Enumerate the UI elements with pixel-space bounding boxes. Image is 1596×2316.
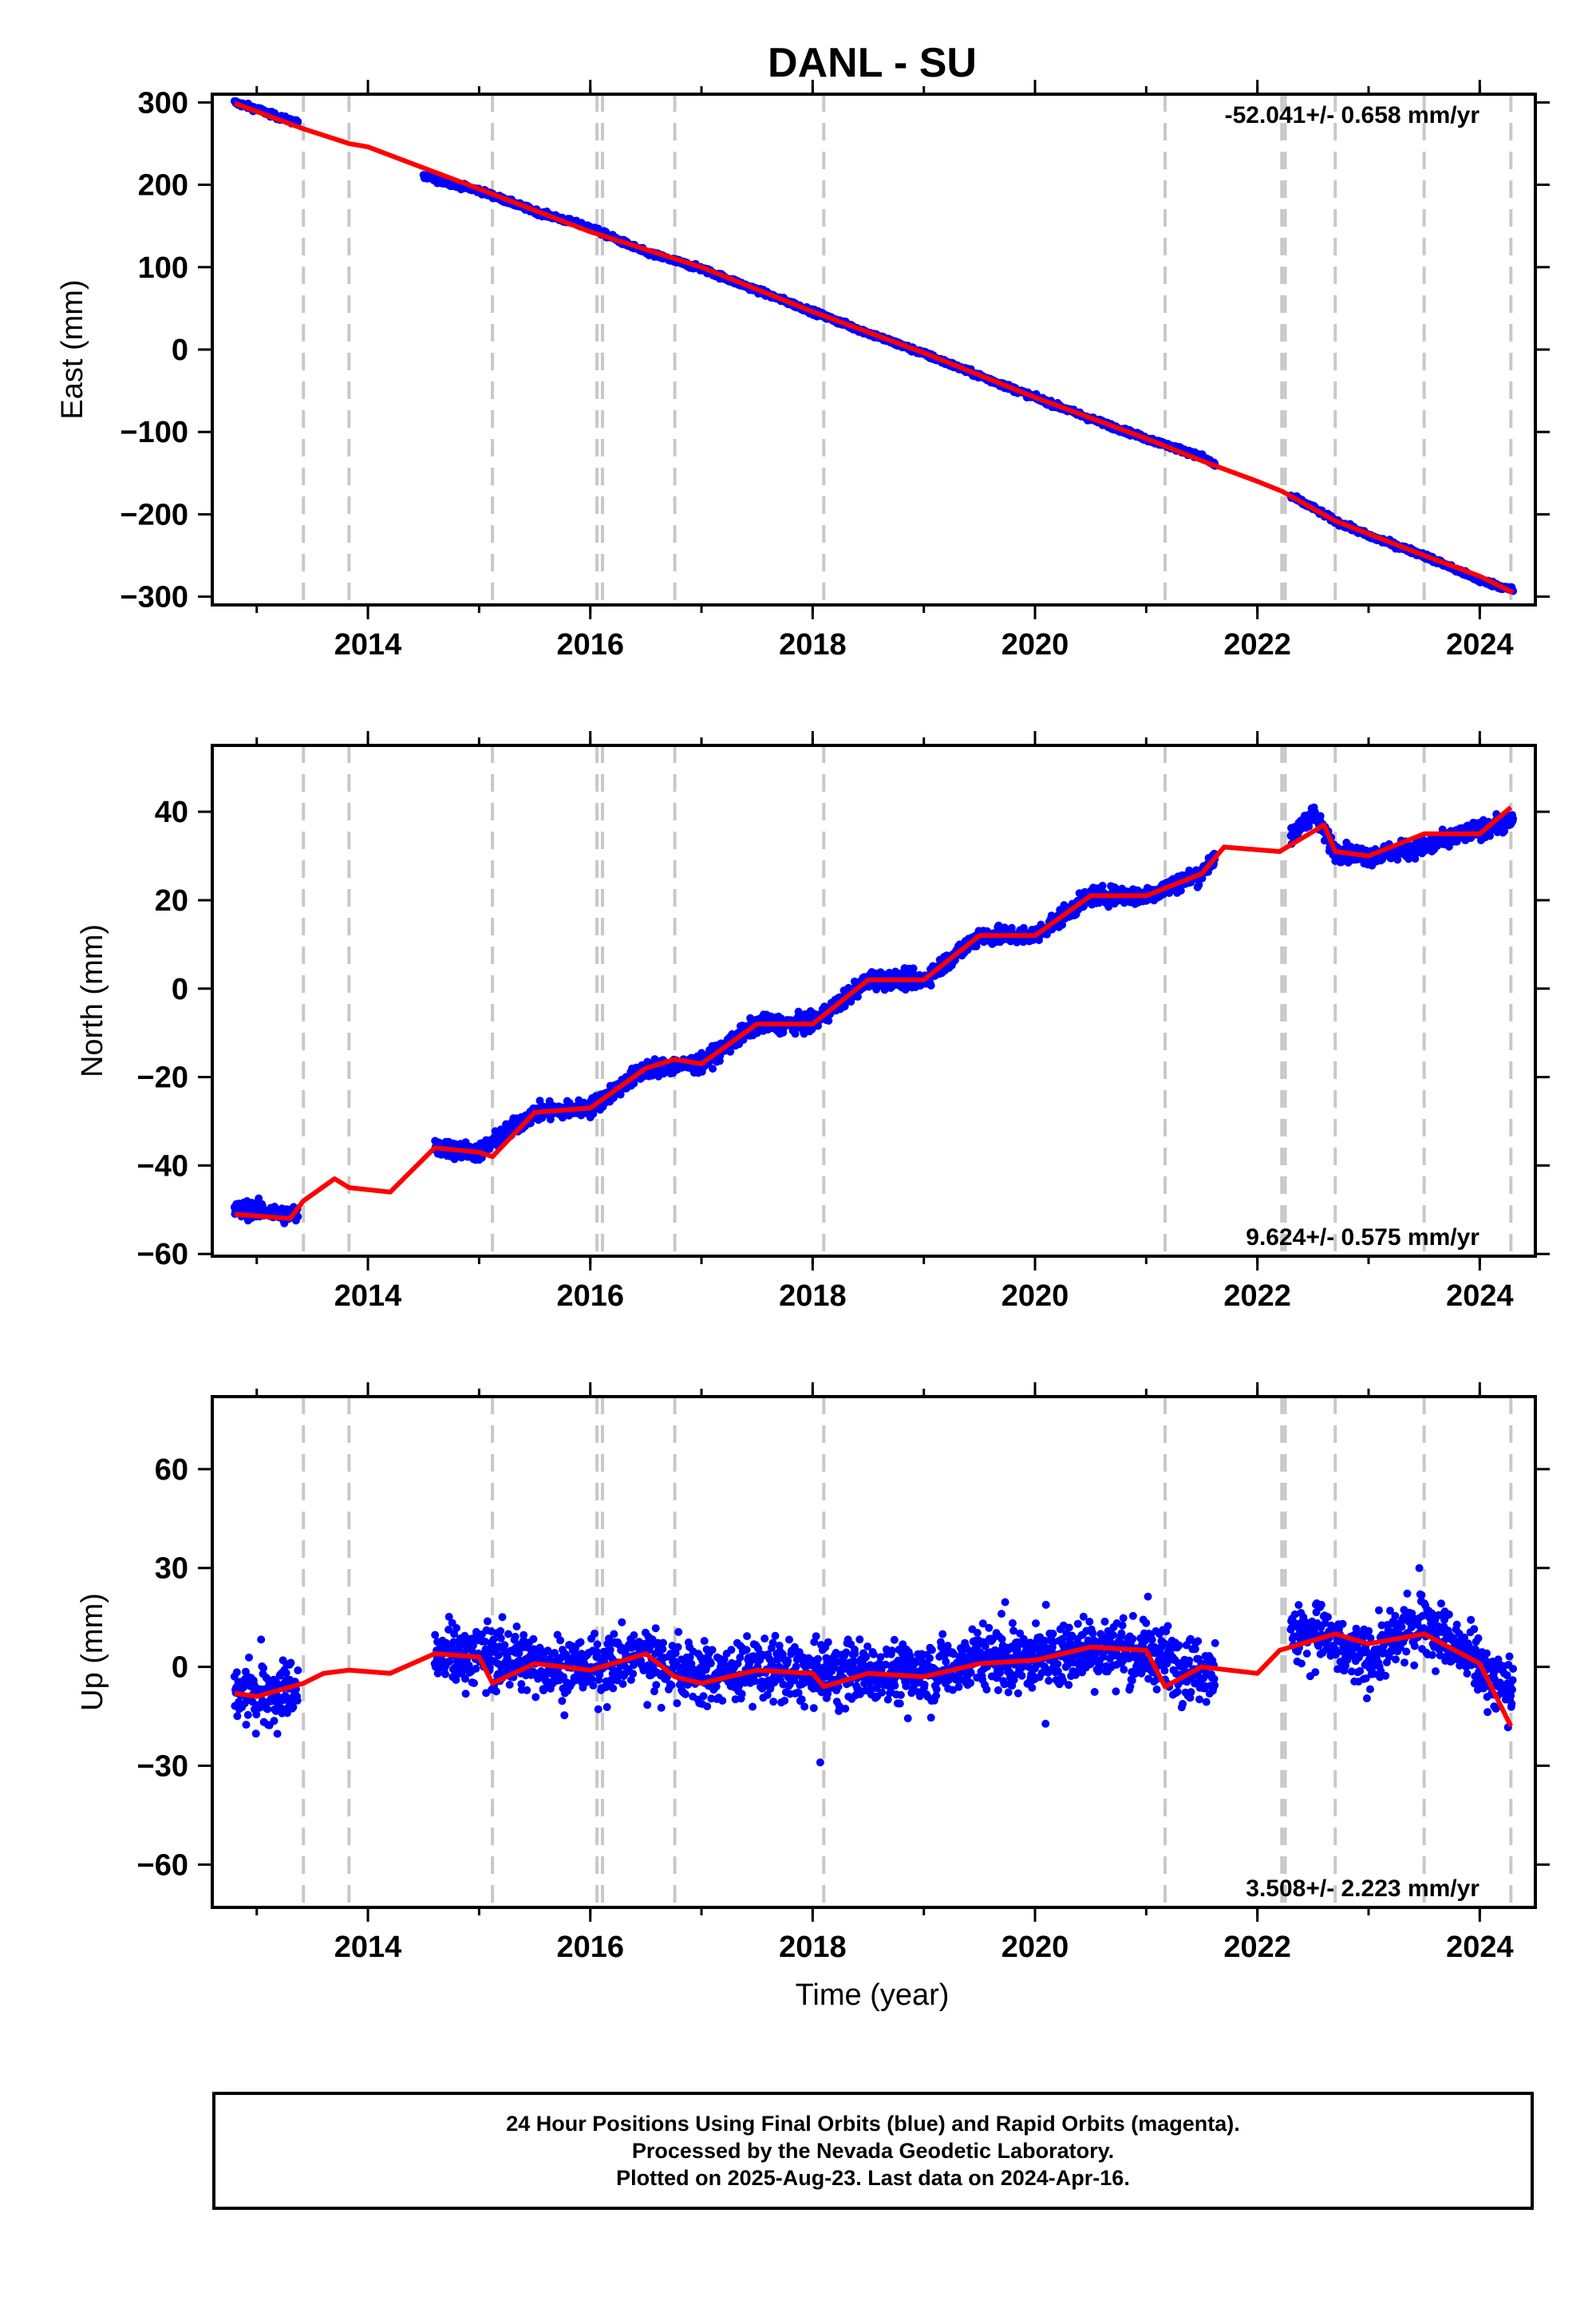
data-point <box>909 964 918 973</box>
data-point <box>630 1079 638 1088</box>
x-tick-label: 2020 <box>1001 628 1069 662</box>
data-point <box>1486 832 1494 840</box>
data-point <box>840 1002 849 1010</box>
data-point <box>273 1729 282 1738</box>
y-axis-label: East (mm) <box>56 279 89 419</box>
data-point <box>1195 880 1203 889</box>
x-tick-label: 2016 <box>556 1279 624 1313</box>
x-tick-label: 2018 <box>779 628 847 662</box>
rate-label: 9.624+/- 0.575 mm/yr <box>1246 1224 1479 1251</box>
data-point <box>245 1653 253 1662</box>
y-tick-label: 300 <box>138 86 188 120</box>
data-point <box>853 992 862 1001</box>
x-tick-label: 2022 <box>1223 1279 1291 1313</box>
plot-area <box>230 1397 1518 1907</box>
y-tick-label: 100 <box>138 251 188 285</box>
y-tick-label: −100 <box>120 416 188 449</box>
data-point <box>286 1658 295 1667</box>
data-point <box>243 1710 252 1719</box>
data-point <box>1411 855 1420 863</box>
rate-label: -52.041+/- 0.658 mm/yr <box>1225 102 1480 128</box>
data-point <box>294 1666 302 1674</box>
x-tick-label: 2016 <box>556 628 624 662</box>
data-point <box>1007 923 1016 932</box>
data-point <box>709 1065 717 1073</box>
data-point <box>233 1712 242 1721</box>
data-point <box>282 1669 290 1678</box>
data-point <box>257 1635 266 1644</box>
chart-panels: 2014 2016 2018 2020 2022 20243002001000−100−2… <box>56 80 1550 1964</box>
data-point <box>1098 881 1107 890</box>
data-point <box>444 1612 453 1621</box>
data-point <box>252 1710 261 1719</box>
data-point <box>242 1721 251 1729</box>
data-point <box>1058 920 1067 929</box>
data-point <box>1444 842 1453 851</box>
data-point <box>824 1017 833 1025</box>
plot-area <box>230 94 1518 605</box>
data-point <box>431 1630 440 1639</box>
model-line <box>233 101 1515 595</box>
data-point <box>1393 856 1402 864</box>
y-tick-label: −40 <box>137 1149 188 1183</box>
y-tick-label: −200 <box>120 498 188 532</box>
x-tick-label: 2018 <box>779 1279 847 1313</box>
panel-east: 2014 2016 2018 2020 2022 2024 300 200 100 0 −100 −2… <box>56 80 1550 662</box>
y-tick-label: 0 <box>172 334 188 367</box>
plot-frame <box>211 744 1537 1258</box>
data-point <box>726 1047 735 1056</box>
data-point <box>616 1090 625 1099</box>
y-tick-label: 20 <box>155 884 188 918</box>
y-tick-label: −60 <box>137 1238 188 1271</box>
x-tick-label: 2024 <box>1446 628 1514 662</box>
y-tick-label: 0 <box>172 973 188 1006</box>
data-point <box>1019 938 1028 947</box>
y-tick-label: −300 <box>120 581 188 615</box>
chart-title: DANL - SU <box>768 40 977 86</box>
data-point <box>444 1626 453 1634</box>
data-point <box>259 1664 268 1672</box>
data-point <box>293 1696 302 1705</box>
panel-north: 2014 2016 2018 2020 2022 2024 40 20 0 −20 −40 −60 No… <box>76 731 1550 1313</box>
data-point <box>270 1717 279 1725</box>
model-line <box>234 805 1513 1221</box>
data-point <box>794 1007 803 1016</box>
data-point <box>648 1071 657 1080</box>
data-point <box>452 1676 460 1684</box>
data-point <box>926 981 935 990</box>
x-tick-label: 2024 <box>1446 1279 1514 1313</box>
data-point <box>1316 812 1325 820</box>
data-point <box>232 1668 241 1677</box>
y-axis-label: North (mm) <box>76 924 109 1077</box>
x-tick-label: 2014 <box>334 628 402 662</box>
plot-area <box>230 745 1518 1256</box>
data-point <box>791 1030 800 1038</box>
y-tick-label: −20 <box>137 1061 188 1095</box>
y-tick-label: 40 <box>155 796 188 829</box>
x-tick-label: 2022 <box>1223 628 1291 662</box>
data-point <box>445 1658 454 1666</box>
data-point <box>239 1683 247 1692</box>
data-point <box>1176 887 1185 895</box>
chart-canvas: DANL - SU 2014 2016 2018 2020 2022 2024300200… <box>56 40 1550 2012</box>
x-tick-label: 2014 <box>334 1279 402 1313</box>
data-point <box>255 1194 263 1203</box>
data-point <box>251 1729 260 1738</box>
data-point <box>263 1705 272 1713</box>
data-point <box>289 1703 298 1711</box>
data-point <box>441 1670 449 1678</box>
data-point <box>1404 855 1413 864</box>
y-tick-label: 200 <box>138 169 188 203</box>
x-tick-label: 2020 <box>1001 1279 1069 1313</box>
data-point <box>1509 814 1518 823</box>
